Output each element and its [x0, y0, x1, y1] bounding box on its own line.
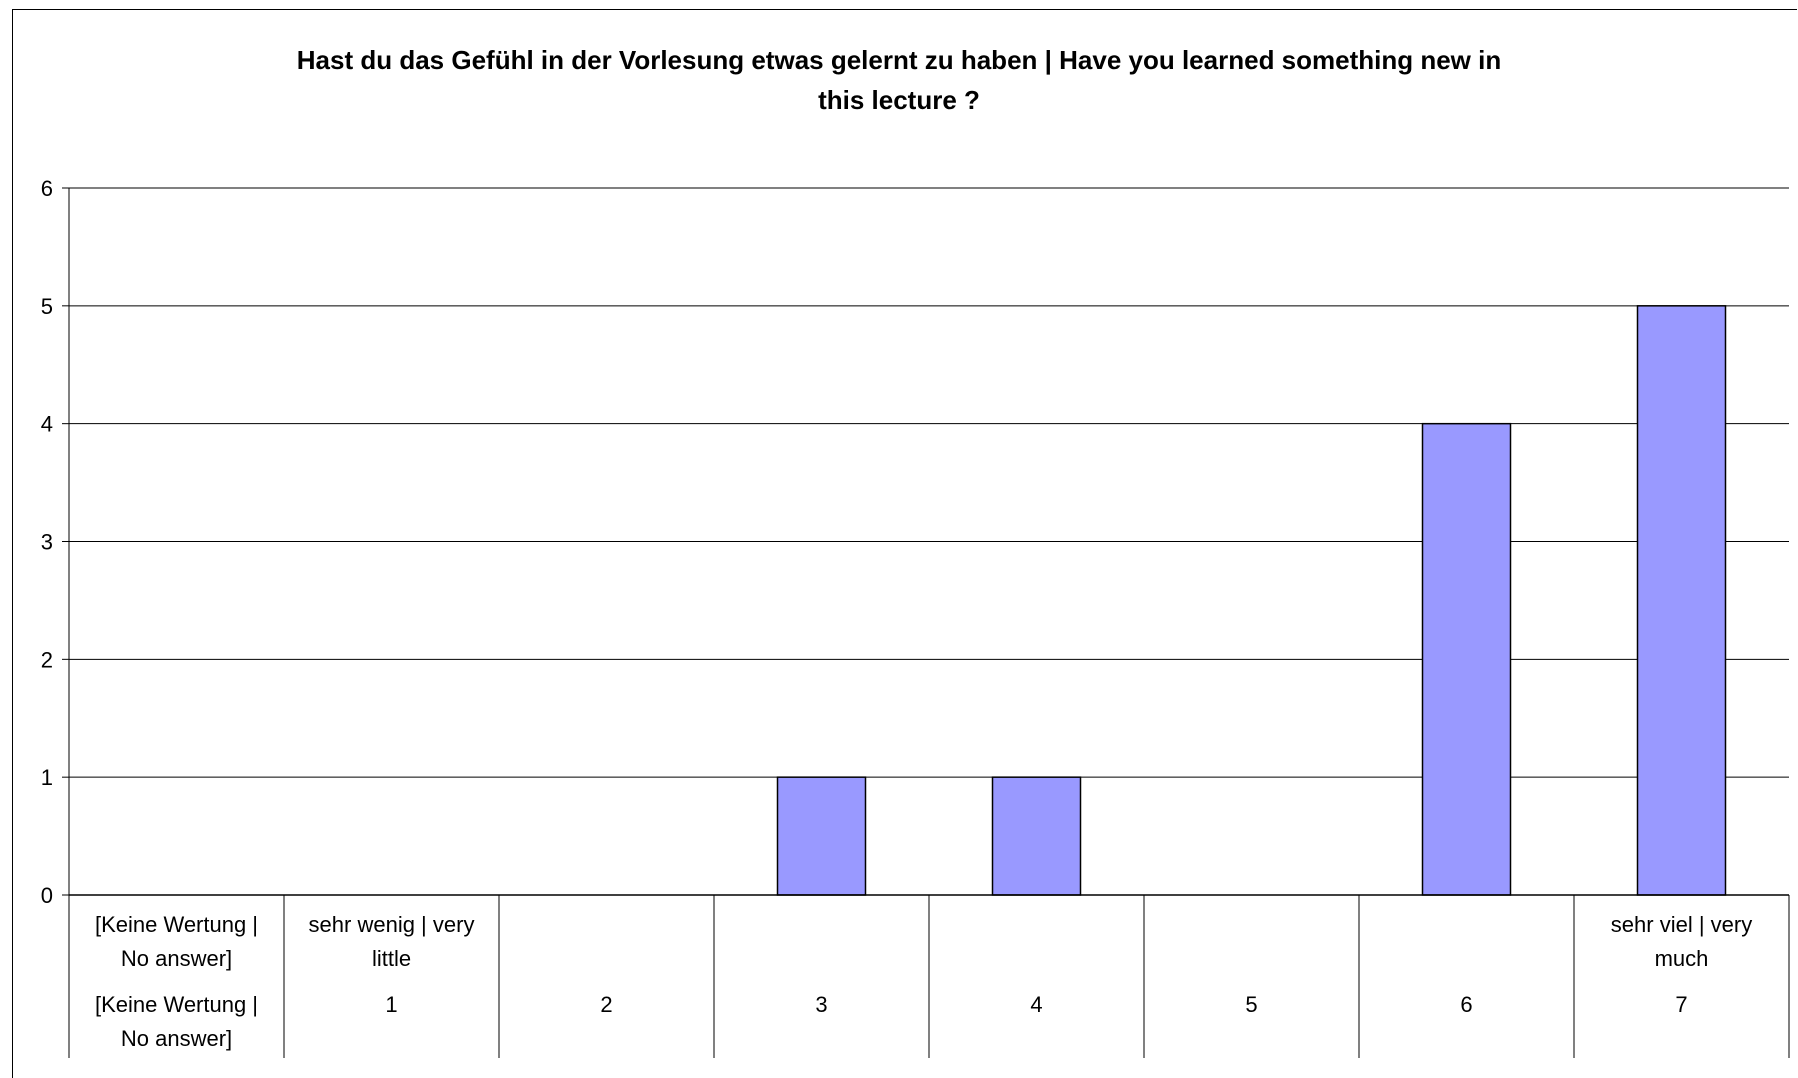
y-tick-label-1: 1: [41, 765, 53, 790]
category-desc-7-0: sehr viel | very: [1611, 912, 1752, 937]
chart-title-line-2: this lecture ?: [818, 85, 980, 115]
category-desc-0-1: No answer]: [121, 946, 232, 971]
category-label-0-0: [Keine Wertung |: [95, 992, 258, 1017]
category-desc-0-0: [Keine Wertung |: [95, 912, 258, 937]
bar-7: [1636, 305, 1727, 896]
category-label-3-0: 3: [815, 992, 827, 1017]
chart-frame: [12, 9, 1797, 1078]
y-tick-label-6: 6: [41, 176, 53, 201]
category-desc-1-0: sehr wenig | very: [309, 912, 475, 937]
y-tick-label-3: 3: [41, 530, 53, 555]
bar-4: [991, 776, 1082, 896]
category-desc-7-1: much: [1655, 946, 1709, 971]
category-label-0-1: No answer]: [121, 1026, 232, 1051]
category-label-6-0: 6: [1460, 992, 1472, 1017]
category-label-5-0: 5: [1245, 992, 1257, 1017]
category-label-4-0: 4: [1030, 992, 1042, 1017]
y-tick-label-5: 5: [41, 294, 53, 319]
category-desc-1-1: little: [372, 946, 411, 971]
category-label-7-0: 7: [1675, 992, 1687, 1017]
category-label-2-0: 2: [600, 992, 612, 1017]
category-label-1-0: 1: [385, 992, 397, 1017]
chart-title-line-1: Hast du das Gefühl in der Vorlesung etwa…: [296, 45, 1502, 75]
y-tick-label-0: 0: [41, 883, 53, 908]
y-tick-label-4: 4: [41, 412, 53, 437]
chart-title: Hast du das Gefühl in der Vorlesung etwa…: [0, 40, 1798, 120]
bar-6: [1421, 422, 1512, 896]
bar-3: [776, 776, 867, 896]
y-tick-label-2: 2: [41, 647, 53, 672]
